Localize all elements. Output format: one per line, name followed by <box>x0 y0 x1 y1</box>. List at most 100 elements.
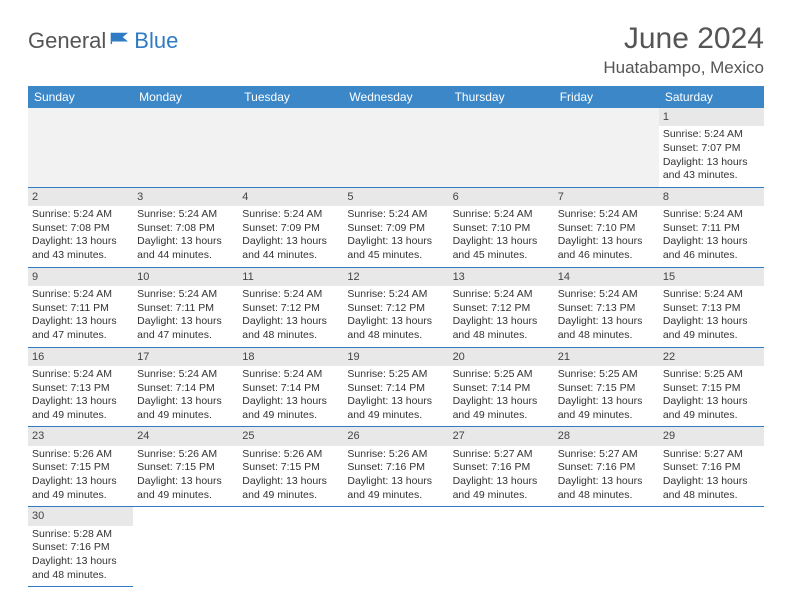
day-body: Sunrise: 5:24 AMSunset: 7:09 PMDaylight:… <box>343 206 448 267</box>
sunrise-line: Sunrise: 5:24 AM <box>137 368 234 382</box>
daylight-line: Daylight: 13 hours and 44 minutes. <box>137 235 234 262</box>
day-number: 20 <box>449 348 554 366</box>
day-cell: 27Sunrise: 5:27 AMSunset: 7:16 PMDayligh… <box>449 427 554 507</box>
day-body: Sunrise: 5:24 AMSunset: 7:12 PMDaylight:… <box>449 286 554 347</box>
empty-cell <box>343 507 448 587</box>
sunset-line: Sunset: 7:14 PM <box>453 382 550 396</box>
day-body: Sunrise: 5:24 AMSunset: 7:13 PMDaylight:… <box>28 366 133 427</box>
day-cell: 7Sunrise: 5:24 AMSunset: 7:10 PMDaylight… <box>554 188 659 268</box>
day-cell: 23Sunrise: 5:26 AMSunset: 7:15 PMDayligh… <box>28 427 133 507</box>
day-body: Sunrise: 5:24 AMSunset: 7:11 PMDaylight:… <box>28 286 133 347</box>
sunrise-line: Sunrise: 5:27 AM <box>558 448 655 462</box>
logo: General Blue <box>28 28 178 54</box>
weekday-header: Saturday <box>659 86 764 108</box>
sunrise-line: Sunrise: 5:25 AM <box>347 368 444 382</box>
day-body: Sunrise: 5:24 AMSunset: 7:07 PMDaylight:… <box>659 126 764 187</box>
day-number: 19 <box>343 348 448 366</box>
day-cell: 14Sunrise: 5:24 AMSunset: 7:13 PMDayligh… <box>554 268 659 348</box>
day-number: 12 <box>343 268 448 286</box>
sunset-line: Sunset: 7:16 PM <box>558 461 655 475</box>
sunset-line: Sunset: 7:09 PM <box>347 222 444 236</box>
empty-cell <box>449 507 554 587</box>
calendar-weeks: 1Sunrise: 5:24 AMSunset: 7:07 PMDaylight… <box>28 108 764 587</box>
daylight-line: Daylight: 13 hours and 49 minutes. <box>663 315 760 342</box>
sunrise-line: Sunrise: 5:24 AM <box>242 208 339 222</box>
daylight-line: Daylight: 13 hours and 49 minutes. <box>137 475 234 502</box>
day-body: Sunrise: 5:24 AMSunset: 7:08 PMDaylight:… <box>133 206 238 267</box>
weekday-header: Tuesday <box>238 86 343 108</box>
day-body: Sunrise: 5:24 AMSunset: 7:14 PMDaylight:… <box>238 366 343 427</box>
daylight-line: Daylight: 13 hours and 49 minutes. <box>453 395 550 422</box>
day-body: Sunrise: 5:25 AMSunset: 7:14 PMDaylight:… <box>449 366 554 427</box>
sunrise-line: Sunrise: 5:24 AM <box>453 208 550 222</box>
daylight-line: Daylight: 13 hours and 48 minutes. <box>453 315 550 342</box>
day-body: Sunrise: 5:24 AMSunset: 7:10 PMDaylight:… <box>449 206 554 267</box>
daylight-line: Daylight: 13 hours and 49 minutes. <box>32 395 129 422</box>
sunset-line: Sunset: 7:12 PM <box>453 302 550 316</box>
daylight-line: Daylight: 13 hours and 47 minutes. <box>32 315 129 342</box>
day-number: 18 <box>238 348 343 366</box>
weekday-header: Monday <box>133 86 238 108</box>
weekday-header: Sunday <box>28 86 133 108</box>
sunset-line: Sunset: 7:11 PM <box>137 302 234 316</box>
sunset-line: Sunset: 7:16 PM <box>347 461 444 475</box>
day-cell: 12Sunrise: 5:24 AMSunset: 7:12 PMDayligh… <box>343 268 448 348</box>
weekday-header: Friday <box>554 86 659 108</box>
title-block: June 2024 Huatabampo, Mexico <box>603 22 764 78</box>
day-cell: 10Sunrise: 5:24 AMSunset: 7:11 PMDayligh… <box>133 268 238 348</box>
day-cell: 11Sunrise: 5:24 AMSunset: 7:12 PMDayligh… <box>238 268 343 348</box>
week-row: 9Sunrise: 5:24 AMSunset: 7:11 PMDaylight… <box>28 268 764 348</box>
sunset-line: Sunset: 7:15 PM <box>558 382 655 396</box>
day-number: 3 <box>133 188 238 206</box>
day-body: Sunrise: 5:24 AMSunset: 7:09 PMDaylight:… <box>238 206 343 267</box>
day-cell: 15Sunrise: 5:24 AMSunset: 7:13 PMDayligh… <box>659 268 764 348</box>
sunset-line: Sunset: 7:14 PM <box>347 382 444 396</box>
sunrise-line: Sunrise: 5:24 AM <box>558 288 655 302</box>
day-cell: 26Sunrise: 5:26 AMSunset: 7:16 PMDayligh… <box>343 427 448 507</box>
day-number: 13 <box>449 268 554 286</box>
day-number: 5 <box>343 188 448 206</box>
day-number: 11 <box>238 268 343 286</box>
sunset-line: Sunset: 7:15 PM <box>32 461 129 475</box>
sunset-line: Sunset: 7:10 PM <box>558 222 655 236</box>
sunrise-line: Sunrise: 5:25 AM <box>663 368 760 382</box>
sunset-line: Sunset: 7:15 PM <box>137 461 234 475</box>
sunset-line: Sunset: 7:13 PM <box>558 302 655 316</box>
daylight-line: Daylight: 13 hours and 48 minutes. <box>32 555 129 582</box>
day-body: Sunrise: 5:27 AMSunset: 7:16 PMDaylight:… <box>449 446 554 507</box>
sunset-line: Sunset: 7:16 PM <box>663 461 760 475</box>
daylight-line: Daylight: 13 hours and 47 minutes. <box>137 315 234 342</box>
day-number: 22 <box>659 348 764 366</box>
day-number: 15 <box>659 268 764 286</box>
day-body: Sunrise: 5:24 AMSunset: 7:11 PMDaylight:… <box>659 206 764 267</box>
day-number: 1 <box>659 108 764 126</box>
day-body: Sunrise: 5:24 AMSunset: 7:11 PMDaylight:… <box>133 286 238 347</box>
daylight-line: Daylight: 13 hours and 48 minutes. <box>558 475 655 502</box>
day-body: Sunrise: 5:27 AMSunset: 7:16 PMDaylight:… <box>659 446 764 507</box>
empty-cell <box>659 507 764 587</box>
day-number: 9 <box>28 268 133 286</box>
sunrise-line: Sunrise: 5:28 AM <box>32 528 129 542</box>
sunrise-line: Sunrise: 5:27 AM <box>663 448 760 462</box>
day-cell: 20Sunrise: 5:25 AMSunset: 7:14 PMDayligh… <box>449 348 554 428</box>
day-number: 21 <box>554 348 659 366</box>
sunrise-line: Sunrise: 5:24 AM <box>663 288 760 302</box>
daylight-line: Daylight: 13 hours and 48 minutes. <box>663 475 760 502</box>
empty-cell <box>449 108 554 188</box>
day-number: 6 <box>449 188 554 206</box>
sunrise-line: Sunrise: 5:26 AM <box>32 448 129 462</box>
sunrise-line: Sunrise: 5:26 AM <box>347 448 444 462</box>
day-body: Sunrise: 5:24 AMSunset: 7:13 PMDaylight:… <box>659 286 764 347</box>
day-number: 8 <box>659 188 764 206</box>
sunrise-line: Sunrise: 5:24 AM <box>137 288 234 302</box>
day-cell: 8Sunrise: 5:24 AMSunset: 7:11 PMDaylight… <box>659 188 764 268</box>
daylight-line: Daylight: 13 hours and 48 minutes. <box>242 315 339 342</box>
day-cell: 9Sunrise: 5:24 AMSunset: 7:11 PMDaylight… <box>28 268 133 348</box>
sunrise-line: Sunrise: 5:24 AM <box>137 208 234 222</box>
day-cell: 1Sunrise: 5:24 AMSunset: 7:07 PMDaylight… <box>659 108 764 188</box>
sunset-line: Sunset: 7:16 PM <box>453 461 550 475</box>
sunrise-line: Sunrise: 5:24 AM <box>663 208 760 222</box>
daylight-line: Daylight: 13 hours and 49 minutes. <box>242 475 339 502</box>
day-number: 26 <box>343 427 448 445</box>
day-number: 28 <box>554 427 659 445</box>
